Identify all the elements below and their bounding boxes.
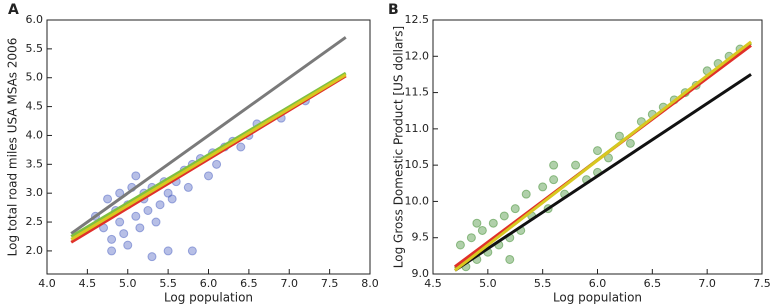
- data-point: [466, 233, 476, 243]
- data-point: [115, 217, 125, 227]
- x-tick-label: 7.0: [698, 277, 716, 290]
- x-tick-label: 4.5: [79, 277, 97, 290]
- data-point: [135, 223, 145, 233]
- data-point: [510, 204, 520, 214]
- y-tick-label: 10.5: [405, 158, 430, 171]
- data-point: [131, 211, 141, 221]
- data-point: [204, 171, 213, 181]
- data-point: [488, 218, 498, 228]
- x-tick-label: 6.0: [589, 277, 607, 290]
- x-tick-label: 5.5: [534, 277, 552, 290]
- data-point: [538, 182, 548, 192]
- data-point: [107, 246, 117, 256]
- data-point: [212, 159, 222, 169]
- data-point: [614, 131, 624, 141]
- data-point: [107, 234, 117, 244]
- fit-line: [70, 73, 347, 241]
- data-point: [549, 175, 559, 185]
- data-point: [455, 240, 465, 250]
- x-tick-label: 6.0: [200, 277, 218, 290]
- panel-label: B: [388, 2, 399, 18]
- x-tick-label: 5.0: [119, 277, 137, 290]
- data-point: [167, 194, 177, 204]
- y-tick-label: 9.5: [412, 231, 430, 244]
- data-point: [187, 246, 197, 256]
- x-tick-label: 7.0: [281, 277, 299, 290]
- x-tick-label: 5.5: [159, 277, 177, 290]
- data-point: [119, 229, 129, 239]
- data-point: [472, 218, 482, 228]
- x-tick-label: 8.0: [361, 277, 379, 290]
- y-tick-label: 12.0: [405, 49, 430, 62]
- data-point: [151, 217, 161, 227]
- data-point: [625, 138, 635, 148]
- x-tick-label: 6.5: [240, 277, 258, 290]
- y-tick-label: 10.0: [405, 194, 430, 207]
- data-point: [131, 171, 141, 181]
- y-tick-label: 5.0: [26, 71, 44, 84]
- data-point: [155, 200, 165, 210]
- y-tick-label: 9.0: [412, 267, 430, 280]
- y-tick-label: 11.0: [405, 122, 430, 135]
- data-point: [236, 142, 246, 152]
- y-tick-label: 3.5: [26, 157, 44, 170]
- y-tick-label: 2.0: [26, 244, 44, 257]
- fit-line: [454, 73, 752, 272]
- data-point: [477, 225, 487, 235]
- y-tick-label: 5.5: [26, 42, 44, 55]
- y-tick-label: 2.5: [26, 215, 44, 228]
- data-point: [505, 254, 515, 264]
- data-point: [521, 189, 531, 199]
- y-tick-label: 3.0: [26, 186, 44, 199]
- plot-frame: [46, 19, 371, 275]
- x-tick-label: 5.0: [479, 277, 497, 290]
- x-tick-label: 7.5: [753, 277, 771, 290]
- fit-line: [454, 40, 752, 272]
- data-point: [183, 182, 193, 192]
- x-axis-label: Log population: [164, 291, 253, 305]
- data-point: [593, 146, 602, 156]
- y-tick-label: 12.5: [405, 13, 430, 26]
- y-tick-label: 6.0: [26, 13, 44, 26]
- y-tick-label: 11.5: [405, 86, 430, 99]
- data-point: [163, 246, 173, 256]
- y-axis-label: Log total road miles USA MSAs 2006: [6, 38, 20, 257]
- x-tick-label: 6.5: [644, 277, 662, 290]
- x-axis-label: Log population: [553, 291, 642, 305]
- y-tick-label: 4.0: [26, 128, 44, 141]
- data-point: [603, 153, 613, 163]
- data-point: [147, 252, 157, 262]
- fit-line: [70, 71, 347, 238]
- y-axis-label: Log Gross Domestic Product [US dollars]: [392, 26, 406, 268]
- data-point: [123, 240, 133, 250]
- data-point: [571, 160, 581, 170]
- x-tick-label: 7.5: [321, 277, 339, 290]
- x-tick-label: 4.0: [38, 277, 56, 290]
- data-point: [103, 194, 113, 204]
- panel-label: A: [8, 2, 19, 18]
- fit-line: [70, 36, 347, 235]
- x-tick-label: 4.5: [424, 277, 442, 290]
- y-tick-label: 4.5: [26, 100, 44, 113]
- data-point: [499, 211, 509, 221]
- data-point: [143, 206, 153, 215]
- data-point: [549, 160, 559, 170]
